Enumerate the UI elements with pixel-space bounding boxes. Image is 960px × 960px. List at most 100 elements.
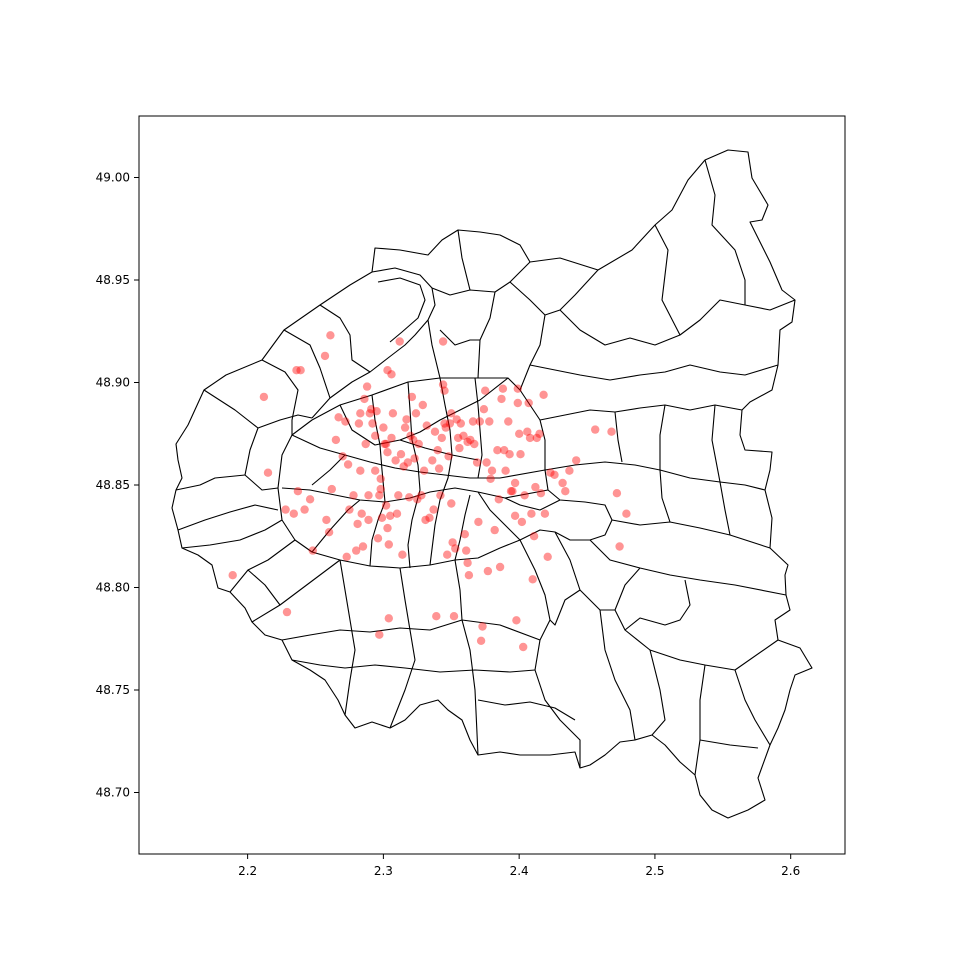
- river-seine-inner: [377, 277, 426, 343]
- scatter-point: [536, 489, 546, 498]
- scatter-point: [497, 394, 506, 404]
- y-axis: 48.70 48.75 48.80 48.85 48.90 48.95 49.00: [96, 171, 139, 800]
- scatter-point: [282, 607, 292, 617]
- scatter-point: [343, 460, 353, 469]
- scatter-point: [353, 519, 362, 529]
- scatter-points: [228, 331, 631, 652]
- paris-inner-3: [281, 487, 549, 503]
- scatter-point: [479, 405, 489, 414]
- scatter-point: [422, 421, 431, 430]
- scatter-point: [513, 398, 522, 408]
- scatter-point: [531, 482, 540, 492]
- scatter-point: [510, 511, 520, 520]
- municipality-boundaries: [171, 149, 813, 819]
- scatter-point: [380, 439, 389, 449]
- scatter-point: [281, 505, 290, 514]
- suburb-s-8: [477, 699, 576, 721]
- scatter-point: [543, 552, 552, 561]
- scatter-point: [433, 446, 442, 455]
- scatter-point: [418, 400, 427, 410]
- paris-inner-6: [429, 377, 453, 566]
- scatter-point: [447, 499, 456, 508]
- scatter-point: [402, 415, 411, 424]
- scatter-point: [399, 462, 408, 471]
- scatter-point: [512, 616, 521, 625]
- scatter-point: [453, 433, 463, 443]
- suburb-s-2: [389, 567, 416, 729]
- scatter-point: [451, 544, 460, 553]
- scatter-point: [490, 525, 499, 535]
- scatter-point: [443, 550, 452, 559]
- suburb-e-6: [659, 404, 666, 470]
- suburb-n-5: [427, 319, 441, 379]
- suburb-s-4: [519, 539, 581, 768]
- scatter-point: [373, 534, 383, 543]
- scatter-point: [395, 337, 404, 346]
- scatter-point: [572, 456, 581, 465]
- suburb-s-10: [649, 649, 666, 736]
- scatter-point: [558, 478, 567, 488]
- scatter-point: [459, 431, 468, 440]
- scatter-point: [364, 515, 373, 525]
- scatter-point: [383, 448, 392, 457]
- scatter-point: [428, 456, 437, 465]
- suburb-n-11: [529, 364, 779, 381]
- scatter-point: [485, 417, 494, 426]
- suburb-s-14: [549, 589, 581, 626]
- suburb-n-7: [519, 314, 546, 391]
- scatter-point: [376, 474, 385, 483]
- scatter-point: [300, 505, 309, 514]
- scatter-point: [421, 515, 430, 525]
- suburb-s-9: [599, 609, 636, 741]
- suburb-w-5: [229, 539, 296, 593]
- scatter-point: [487, 466, 497, 475]
- paris-inner-5: [407, 381, 421, 569]
- scatter-point: [381, 439, 391, 449]
- paris-inner-8: [477, 491, 521, 541]
- scatter-point: [464, 571, 474, 580]
- scatter-point: [535, 429, 544, 438]
- scatter-point: [468, 417, 478, 426]
- suburb-w-2: [175, 474, 246, 491]
- suburb-s-3: [454, 559, 479, 756]
- paris-inner-12: [311, 454, 346, 486]
- scatter-point: [381, 501, 391, 510]
- suburb-n-6: [509, 269, 599, 316]
- scatter-point: [474, 517, 483, 527]
- scatter-point: [438, 337, 448, 346]
- scatter-point: [615, 542, 624, 551]
- scatter-point: [400, 423, 410, 432]
- scatter-point: [434, 464, 444, 473]
- scatter-point: [493, 446, 502, 455]
- y-tick-label: 48.90: [96, 376, 130, 390]
- scatter-point: [388, 409, 398, 418]
- scatter-point: [524, 398, 533, 408]
- scatter-point: [437, 433, 446, 443]
- scatter-point: [305, 495, 315, 504]
- suburb-n-9: [654, 224, 681, 336]
- suburb-e-8: [659, 469, 671, 523]
- scatter-point: [387, 370, 396, 379]
- scatter-point: [293, 487, 303, 496]
- paris-inner-1: [339, 377, 509, 446]
- x-axis: 2.2 2.3 2.4 2.5 2.6: [238, 854, 800, 878]
- scatter-point: [527, 509, 536, 518]
- paris-inner-4: [311, 499, 361, 553]
- scatter-point: [417, 491, 426, 500]
- scatter-point: [409, 435, 418, 445]
- scatter-point: [407, 392, 417, 402]
- scatter-point: [334, 413, 343, 422]
- scatter-point: [263, 468, 273, 477]
- scatter-point: [505, 450, 514, 459]
- y-tick-label: 48.95: [96, 273, 130, 287]
- scatter-point: [444, 452, 453, 461]
- scatter-point: [410, 454, 419, 463]
- scatter-point: [289, 509, 298, 518]
- scatter-point: [519, 642, 528, 652]
- scatter-point: [472, 458, 482, 467]
- scatter-point: [456, 419, 465, 428]
- scatter-point: [607, 427, 616, 436]
- scatter-point: [463, 437, 472, 447]
- suburb-s-12: [734, 669, 771, 746]
